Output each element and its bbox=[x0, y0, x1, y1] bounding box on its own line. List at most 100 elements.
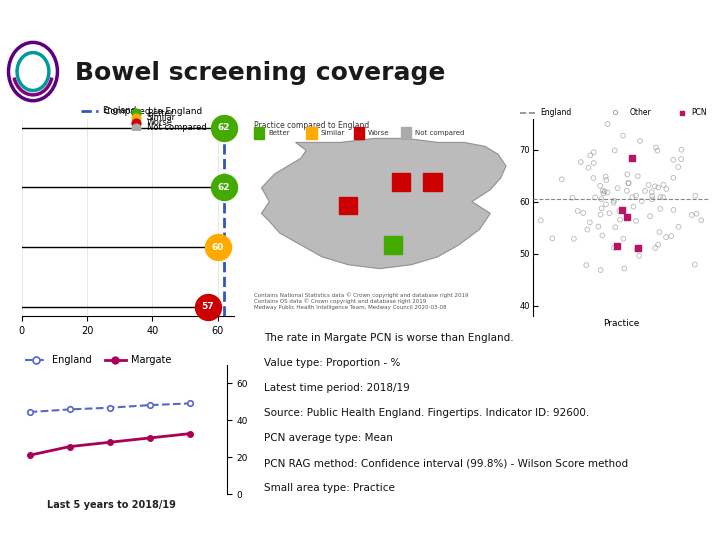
Text: Better: Better bbox=[268, 130, 289, 136]
Point bbox=[621, 186, 633, 195]
Point bbox=[626, 193, 638, 201]
Point bbox=[585, 151, 596, 160]
Point bbox=[630, 217, 642, 225]
Point bbox=[575, 158, 587, 166]
Point bbox=[130, 118, 142, 127]
Point bbox=[628, 202, 639, 211]
Point bbox=[600, 176, 612, 185]
Point bbox=[675, 155, 687, 164]
Text: Worse: Worse bbox=[147, 118, 173, 127]
Text: Last 5 years to 2018/19: Last 5 years to 2018/19 bbox=[48, 500, 176, 510]
Point bbox=[690, 210, 702, 218]
Point bbox=[657, 193, 669, 201]
Point bbox=[597, 186, 608, 195]
Point bbox=[667, 156, 679, 164]
Point bbox=[582, 225, 593, 234]
Point bbox=[634, 252, 645, 260]
Polygon shape bbox=[261, 138, 506, 268]
Point bbox=[649, 244, 661, 252]
Point bbox=[661, 185, 672, 193]
Point bbox=[644, 212, 656, 220]
Point bbox=[665, 232, 677, 240]
Point bbox=[626, 153, 638, 162]
Point bbox=[609, 223, 621, 232]
Text: England: England bbox=[540, 108, 571, 117]
Text: Similar: Similar bbox=[147, 113, 176, 123]
Text: Value type: Proportion - %: Value type: Proportion - % bbox=[264, 359, 400, 368]
Point bbox=[556, 175, 567, 184]
Point bbox=[672, 222, 684, 231]
Text: Similar: Similar bbox=[320, 130, 345, 136]
Point bbox=[614, 215, 626, 224]
Point bbox=[676, 145, 688, 154]
Bar bbox=[354, 127, 364, 138]
Point bbox=[630, 191, 642, 200]
Text: Not compared: Not compared bbox=[415, 130, 464, 136]
Point bbox=[608, 244, 620, 252]
Point bbox=[568, 234, 580, 243]
Point bbox=[130, 123, 142, 132]
Point bbox=[647, 195, 658, 204]
Text: 57: 57 bbox=[202, 302, 214, 312]
Text: Small area type: Practice: Small area type: Practice bbox=[264, 483, 395, 493]
Point bbox=[616, 205, 628, 214]
Point bbox=[590, 193, 601, 202]
Point bbox=[616, 207, 628, 215]
Point bbox=[600, 200, 612, 208]
Text: 27: 27 bbox=[11, 10, 30, 24]
Point bbox=[608, 198, 619, 207]
Point bbox=[595, 266, 606, 274]
Point bbox=[654, 193, 666, 201]
Point bbox=[623, 179, 634, 187]
Text: Margate: Margate bbox=[131, 355, 171, 365]
Point bbox=[658, 180, 670, 189]
Text: Other: Other bbox=[629, 108, 651, 117]
Point bbox=[595, 210, 606, 219]
Point bbox=[582, 163, 594, 172]
Bar bbox=[401, 127, 411, 138]
Point bbox=[676, 108, 688, 117]
Point bbox=[588, 148, 600, 157]
Point bbox=[690, 191, 701, 200]
Point bbox=[613, 207, 625, 215]
Point bbox=[588, 174, 599, 183]
Bar bbox=[392, 173, 410, 191]
Point bbox=[618, 264, 630, 273]
Point bbox=[672, 163, 684, 171]
Point bbox=[632, 244, 644, 253]
Point bbox=[596, 204, 608, 213]
Point bbox=[696, 216, 707, 225]
Point bbox=[567, 193, 578, 202]
Point bbox=[631, 245, 643, 254]
Point bbox=[649, 182, 660, 191]
Bar bbox=[253, 127, 264, 138]
Point bbox=[660, 233, 672, 241]
Point bbox=[597, 231, 608, 240]
Point bbox=[212, 243, 223, 252]
Text: Not compared: Not compared bbox=[147, 123, 207, 132]
Text: PCN average type: Mean: PCN average type: Mean bbox=[264, 433, 392, 443]
Text: England: England bbox=[102, 106, 137, 115]
Point bbox=[652, 146, 663, 155]
Point bbox=[639, 187, 651, 195]
Point bbox=[634, 137, 646, 145]
Bar bbox=[306, 127, 317, 138]
Point bbox=[609, 146, 621, 155]
Text: Practice compared to England: Practice compared to England bbox=[253, 121, 369, 130]
Point bbox=[610, 108, 621, 117]
Point bbox=[652, 183, 664, 192]
Bar bbox=[423, 173, 441, 191]
Text: 60: 60 bbox=[212, 242, 224, 252]
Text: Worse: Worse bbox=[368, 130, 390, 136]
Text: PCN RAG method: Confidence interval (99.8%) - Wilson Score method: PCN RAG method: Confidence interval (99.… bbox=[264, 458, 628, 468]
Point bbox=[689, 260, 701, 269]
Point bbox=[572, 207, 583, 215]
Text: Bowel screening coverage: Bowel screening coverage bbox=[75, 61, 445, 85]
Point bbox=[218, 124, 230, 132]
Point bbox=[652, 240, 664, 249]
Point bbox=[535, 216, 546, 225]
Point bbox=[643, 180, 654, 189]
Point bbox=[646, 188, 657, 197]
Point bbox=[580, 261, 592, 269]
Point bbox=[593, 222, 604, 231]
